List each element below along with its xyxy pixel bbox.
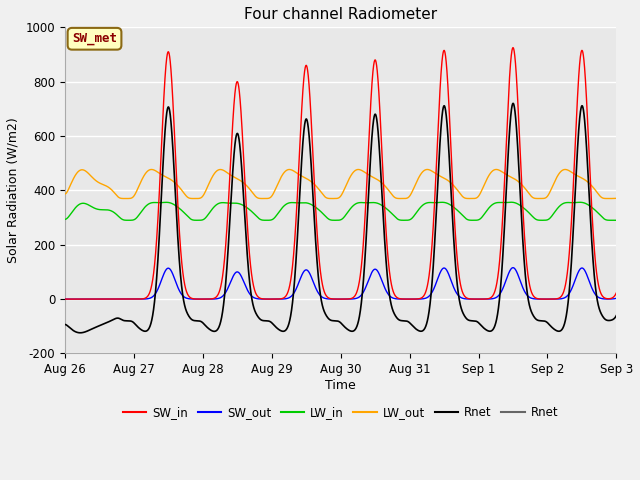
Rnet bbox=[412, 325, 419, 331]
SW_out bbox=[412, 296, 419, 302]
LW_in bbox=[387, 210, 395, 216]
SW_out bbox=[470, 296, 477, 302]
LW_out bbox=[470, 196, 477, 202]
X-axis label: Time: Time bbox=[325, 379, 356, 392]
LW_out bbox=[499, 170, 507, 176]
Rnet bbox=[260, 318, 268, 324]
Rnet bbox=[499, 245, 507, 251]
LW_out bbox=[89, 175, 97, 180]
LW_in bbox=[612, 217, 620, 223]
LW_in bbox=[499, 200, 507, 205]
SW_in bbox=[612, 290, 620, 296]
LW_in bbox=[61, 216, 68, 222]
LW_in bbox=[508, 199, 515, 205]
Line: LW_in: LW_in bbox=[65, 202, 616, 220]
Y-axis label: Solar Radiation (W/m2): Solar Radiation (W/m2) bbox=[7, 118, 20, 263]
SW_out bbox=[61, 296, 68, 302]
LW_out bbox=[122, 196, 130, 202]
Legend: SW_in, SW_out, LW_in, LW_out, Rnet, Rnet: SW_in, SW_out, LW_in, LW_out, Rnet, Rnet bbox=[118, 402, 563, 424]
SW_in bbox=[260, 296, 268, 302]
SW_in bbox=[61, 296, 68, 302]
LW_in bbox=[609, 217, 617, 223]
Rnet bbox=[76, 330, 84, 336]
LW_in bbox=[412, 211, 419, 217]
SW_in bbox=[470, 296, 477, 302]
LW_out bbox=[260, 196, 268, 202]
Rnet bbox=[387, 302, 395, 308]
SW_in bbox=[509, 45, 517, 50]
Rnet bbox=[509, 100, 517, 106]
SW_in bbox=[387, 281, 395, 287]
SW_out bbox=[260, 296, 268, 302]
LW_out bbox=[387, 191, 395, 197]
Rnet bbox=[89, 326, 97, 332]
Line: SW_out: SW_out bbox=[65, 268, 616, 299]
LW_out bbox=[492, 167, 500, 172]
Line: SW_in: SW_in bbox=[65, 48, 616, 299]
LW_out bbox=[612, 195, 620, 201]
LW_out bbox=[412, 182, 419, 188]
SW_out bbox=[499, 285, 507, 290]
SW_in bbox=[89, 296, 97, 302]
LW_in bbox=[470, 217, 477, 223]
Rnet bbox=[61, 322, 68, 327]
LW_in bbox=[89, 204, 97, 210]
Rnet bbox=[470, 318, 477, 324]
LW_in bbox=[260, 217, 268, 223]
SW_in bbox=[499, 205, 507, 211]
SW_out bbox=[387, 294, 395, 300]
Text: SW_met: SW_met bbox=[72, 32, 117, 45]
LW_out bbox=[61, 191, 68, 197]
SW_out bbox=[612, 295, 620, 301]
Rnet bbox=[612, 312, 620, 318]
SW_out bbox=[89, 296, 97, 302]
SW_out bbox=[509, 265, 517, 271]
SW_in bbox=[412, 296, 419, 302]
Line: LW_out: LW_out bbox=[65, 169, 616, 199]
Line: Rnet: Rnet bbox=[65, 103, 616, 333]
Title: Four channel Radiometer: Four channel Radiometer bbox=[244, 7, 437, 22]
